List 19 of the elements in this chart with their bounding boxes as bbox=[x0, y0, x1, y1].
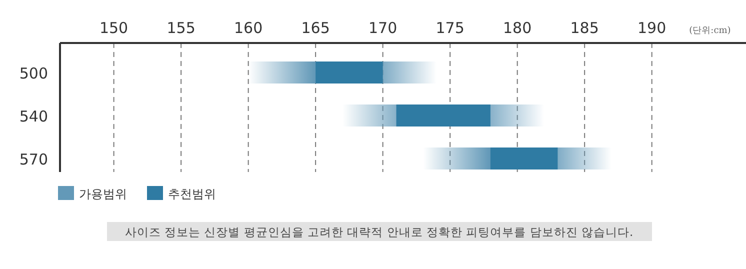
legend-label: 추천범위 bbox=[168, 187, 216, 201]
x-tick-label: 160 bbox=[234, 19, 263, 37]
x-tick-label: 165 bbox=[301, 19, 330, 37]
bar bbox=[396, 104, 490, 126]
x-tick-label: 180 bbox=[503, 19, 532, 37]
text: 사이즈 정보는 신장별 평균인심을 고려한 대략적 안내로 정확한 피팅여부를 담보하진 않습니다. bbox=[124, 225, 634, 239]
bar bbox=[490, 148, 558, 170]
y-tick-label: 540 bbox=[19, 108, 48, 126]
bar bbox=[316, 62, 383, 84]
x-tick-label: 190 bbox=[638, 19, 666, 37]
text: (단위:cm) bbox=[689, 26, 731, 36]
x-tick-label: 170 bbox=[368, 19, 398, 37]
y-tick-label: 570 bbox=[19, 150, 48, 168]
x-tick-label: 155 bbox=[166, 19, 196, 37]
y-tick-label: 500 bbox=[19, 64, 48, 82]
x-tick-label: 150 bbox=[99, 19, 128, 37]
x-tick-label: 185 bbox=[570, 19, 599, 37]
legend-label: 가용범위 bbox=[79, 187, 127, 201]
x-tick-label: 175 bbox=[436, 19, 464, 37]
